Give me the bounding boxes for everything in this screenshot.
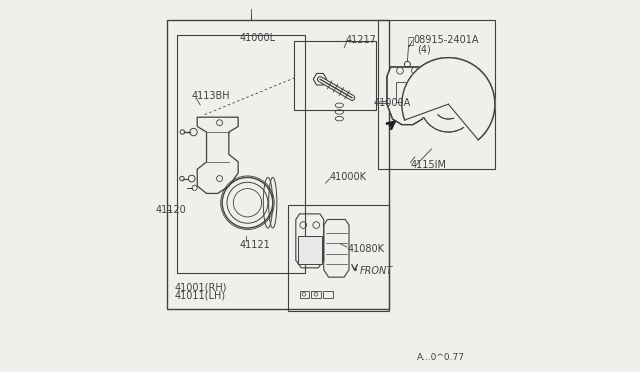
Polygon shape xyxy=(298,236,322,264)
Polygon shape xyxy=(387,67,428,125)
Text: 41080K: 41080K xyxy=(348,244,385,254)
Circle shape xyxy=(397,67,403,74)
Text: 08915-2401A: 08915-2401A xyxy=(413,35,479,45)
Bar xyxy=(396,82,419,102)
Bar xyxy=(168,20,389,309)
Text: 41217: 41217 xyxy=(346,35,376,45)
Polygon shape xyxy=(402,58,495,140)
Text: 41000L: 41000L xyxy=(240,33,276,43)
Text: 4113BH: 4113BH xyxy=(191,91,230,101)
Text: 4115IM: 4115IM xyxy=(410,160,446,170)
Bar xyxy=(378,20,495,169)
Text: Ⓦ: Ⓦ xyxy=(408,35,413,45)
Text: 41000A: 41000A xyxy=(373,99,410,108)
Bar xyxy=(289,205,389,311)
Circle shape xyxy=(412,67,418,74)
Text: 41120: 41120 xyxy=(156,205,186,215)
Text: (4): (4) xyxy=(417,44,431,54)
Text: A...0^0.77: A...0^0.77 xyxy=(417,353,465,362)
Text: 41001(RH): 41001(RH) xyxy=(174,282,227,292)
Text: 41121: 41121 xyxy=(240,240,271,250)
Bar xyxy=(294,41,376,110)
Text: 41000K: 41000K xyxy=(330,172,367,182)
Text: 41011(LH): 41011(LH) xyxy=(174,291,225,301)
Text: FRONT: FRONT xyxy=(360,266,394,276)
Bar xyxy=(177,35,305,273)
